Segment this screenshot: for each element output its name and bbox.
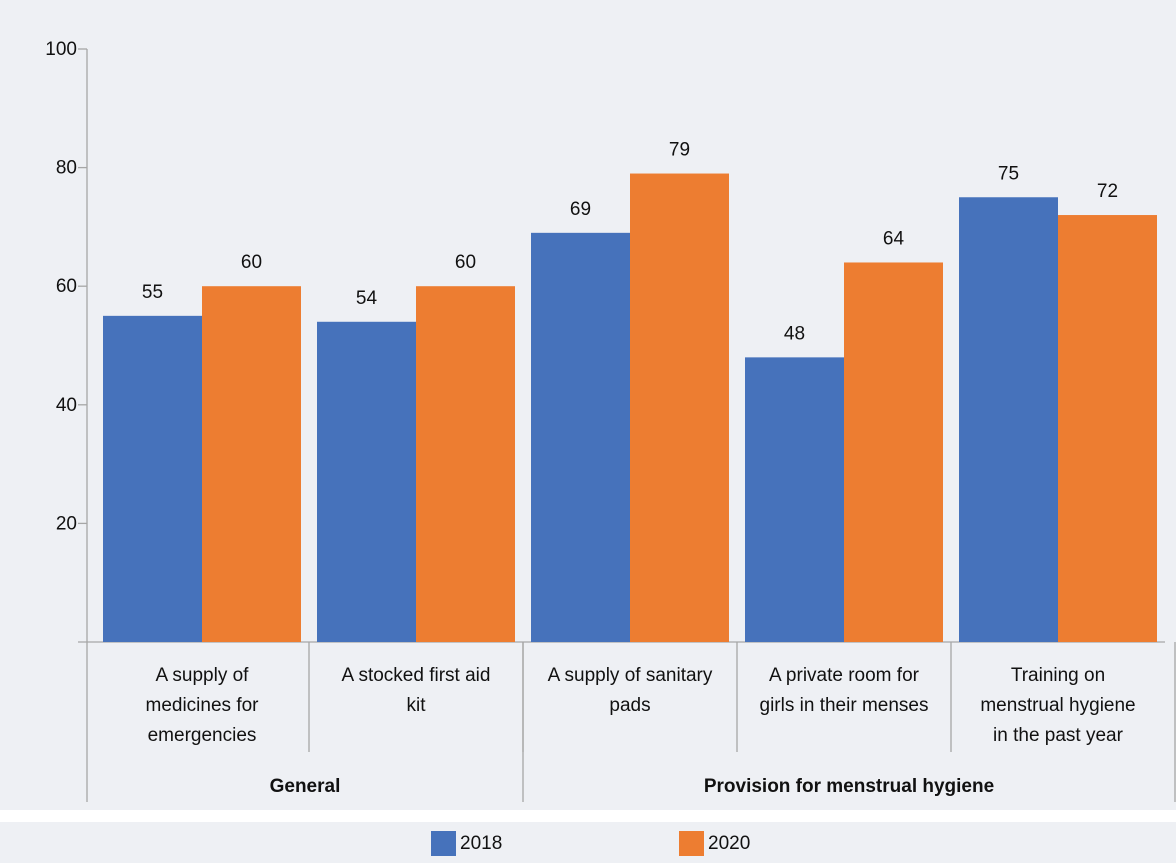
category-label: menstrual hygiene	[980, 695, 1135, 716]
group-label: General	[270, 776, 341, 797]
legend-item-2018: 2018	[431, 831, 502, 856]
y-tick-label: 100	[45, 39, 77, 60]
category-label: girls in their menses	[760, 695, 929, 716]
category-label: A private room for	[769, 665, 920, 686]
data-label-2020-3: 79	[669, 140, 690, 161]
data-label-2018-4: 48	[784, 323, 805, 344]
y-tick-label: 80	[56, 158, 77, 179]
data-label-2020-4: 64	[883, 228, 905, 249]
data-label-2018-5: 75	[998, 163, 1019, 184]
bar-2018-5	[959, 197, 1058, 642]
category-label: A stocked first aid	[342, 665, 491, 686]
data-label-2020-5: 72	[1097, 181, 1118, 202]
legend-swatch-2018	[431, 831, 456, 856]
bar-2018-4	[745, 357, 844, 642]
legend-label-2020: 2020	[708, 832, 751, 854]
category-label: pads	[609, 695, 650, 716]
y-tick-label: 60	[56, 276, 77, 297]
bar-2020-5	[1058, 215, 1157, 643]
bar-chart: 20 40 60 80 100 55 54 69 48 75 60 60 79 64 72 A supply …	[45, 39, 1176, 802]
category-label: emergencies	[148, 725, 257, 746]
data-label-2020-2: 60	[455, 252, 476, 273]
data-label-2020-1: 60	[241, 252, 262, 273]
bar-2018-1	[103, 315, 202, 642]
data-label-2018-1: 55	[142, 282, 163, 303]
legend-swatch-2020	[679, 831, 704, 856]
group-label: Provision for menstrual hygiene	[704, 776, 994, 797]
category-label: A supply of	[156, 665, 250, 686]
bar-2020-3	[630, 173, 729, 642]
category-label: A supply of sanitary	[548, 665, 713, 686]
category-label: medicines for	[146, 695, 260, 716]
bar-2020-1	[202, 286, 301, 642]
data-label-2018-2: 54	[356, 288, 378, 309]
legend-item-2020: 2020	[679, 831, 750, 856]
bar-2020-4	[844, 262, 943, 642]
category-label: kit	[407, 695, 427, 716]
y-tick-label: 20	[56, 513, 77, 534]
data-label-2018-3: 69	[570, 199, 591, 220]
bar-2018-2	[317, 321, 416, 642]
category-label: in the past year	[993, 725, 1124, 746]
legend-label-2018: 2018	[460, 832, 503, 854]
bar-2018-3	[531, 232, 630, 642]
y-tick-label: 40	[56, 395, 77, 416]
bar-2020-2	[416, 286, 515, 642]
category-label: Training on	[1011, 665, 1105, 686]
legend: 2018 2020	[0, 822, 1176, 863]
